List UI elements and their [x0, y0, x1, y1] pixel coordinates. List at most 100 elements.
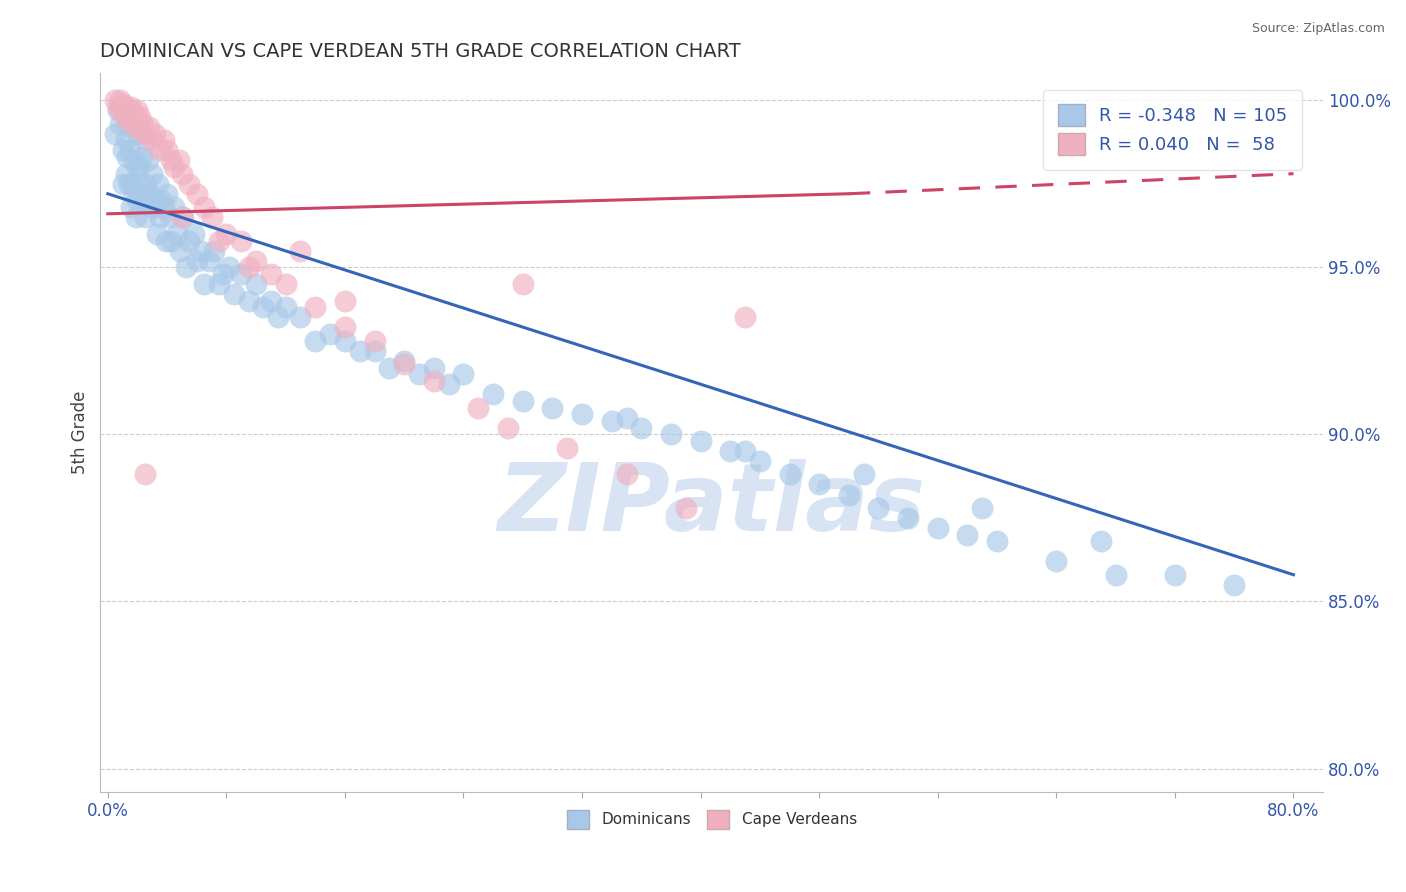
Point	[128, 160, 150, 174]
Point	[122, 120, 145, 134]
Point	[179, 177, 201, 191]
Point	[986, 534, 1008, 549]
Point	[204, 244, 226, 258]
Point	[496, 420, 519, 434]
Point	[215, 227, 238, 241]
Point	[349, 343, 371, 358]
Point	[408, 368, 430, 382]
Point	[779, 467, 801, 482]
Point	[134, 127, 156, 141]
Point	[245, 277, 267, 291]
Point	[238, 260, 260, 275]
Point	[117, 177, 139, 191]
Point	[808, 477, 831, 491]
Point	[512, 277, 534, 291]
Point	[193, 277, 215, 291]
Point	[183, 227, 205, 241]
Text: Source: ZipAtlas.com: Source: ZipAtlas.com	[1251, 22, 1385, 36]
Point	[190, 244, 212, 258]
Point	[212, 267, 235, 281]
Point	[121, 177, 143, 191]
Point	[118, 106, 141, 120]
Point	[160, 153, 183, 168]
Point	[290, 310, 312, 325]
Point	[260, 267, 283, 281]
Point	[238, 293, 260, 308]
Point	[304, 301, 326, 315]
Point	[482, 387, 505, 401]
Point	[111, 96, 134, 111]
Point	[186, 253, 208, 268]
Point	[110, 103, 132, 118]
Point	[129, 177, 152, 191]
Point	[169, 244, 191, 258]
Point	[423, 360, 446, 375]
Point	[616, 467, 638, 482]
Text: ZIPatlas: ZIPatlas	[498, 458, 925, 550]
Point	[200, 210, 222, 224]
Point	[363, 334, 385, 348]
Point	[1045, 554, 1067, 568]
Point	[689, 434, 711, 448]
Point	[555, 441, 578, 455]
Point	[129, 110, 152, 124]
Point	[333, 293, 356, 308]
Point	[176, 260, 198, 275]
Point	[852, 467, 875, 482]
Point	[138, 120, 160, 134]
Point	[114, 133, 136, 147]
Point	[193, 200, 215, 214]
Point	[115, 117, 138, 131]
Point	[208, 277, 231, 291]
Point	[718, 444, 741, 458]
Point	[423, 374, 446, 388]
Point	[160, 234, 183, 248]
Point	[141, 133, 163, 147]
Point	[252, 301, 274, 315]
Point	[659, 427, 682, 442]
Point	[222, 287, 245, 301]
Point	[132, 186, 155, 201]
Point	[129, 120, 152, 134]
Point	[122, 113, 145, 128]
Point	[734, 310, 756, 325]
Point	[956, 527, 979, 541]
Point	[146, 177, 169, 191]
Point	[153, 200, 176, 214]
Point	[114, 100, 136, 114]
Point	[108, 117, 131, 131]
Point	[170, 210, 193, 224]
Point	[142, 194, 165, 208]
Point	[128, 117, 150, 131]
Point	[186, 186, 208, 201]
Point	[1223, 578, 1246, 592]
Point	[245, 253, 267, 268]
Point	[127, 127, 149, 141]
Point	[304, 334, 326, 348]
Point	[267, 310, 290, 325]
Point	[170, 167, 193, 181]
Point	[197, 253, 219, 268]
Point	[172, 210, 194, 224]
Point	[231, 267, 253, 281]
Point	[378, 360, 401, 375]
Point	[208, 234, 231, 248]
Point	[231, 234, 253, 248]
Point	[139, 200, 162, 214]
Point	[541, 401, 564, 415]
Point	[121, 200, 143, 214]
Point	[131, 123, 153, 137]
Point	[616, 410, 638, 425]
Point	[138, 186, 160, 201]
Point	[118, 110, 141, 124]
Point	[124, 106, 146, 120]
Point	[118, 143, 141, 157]
Point	[274, 277, 297, 291]
Point	[319, 327, 342, 342]
Point	[167, 153, 190, 168]
Point	[127, 103, 149, 118]
Point	[124, 153, 146, 168]
Point	[512, 393, 534, 408]
Point	[333, 334, 356, 348]
Point	[127, 194, 149, 208]
